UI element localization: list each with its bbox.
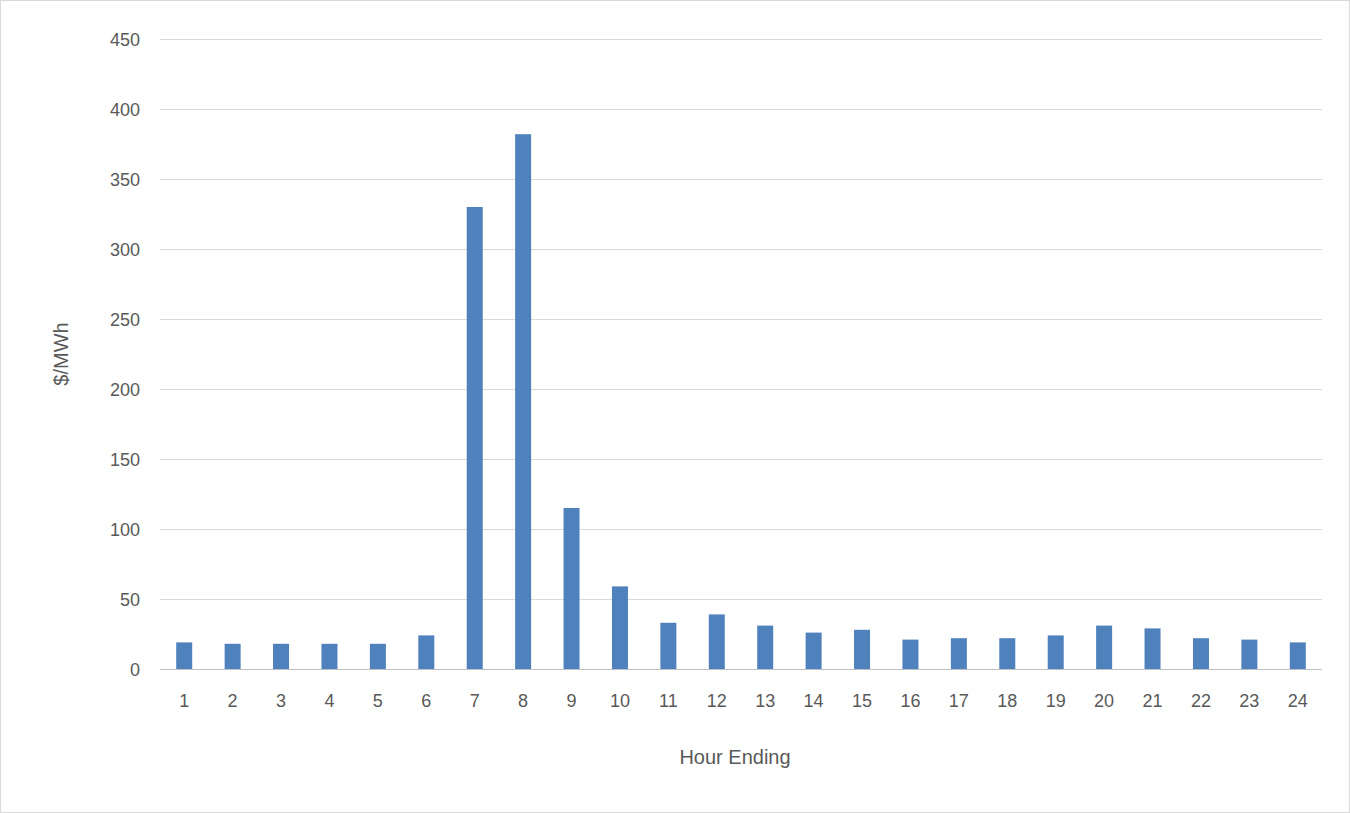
bar [225, 644, 241, 669]
bar [1241, 640, 1257, 669]
grid-line [160, 669, 1322, 670]
x-tick-label: 7 [470, 691, 480, 711]
y-tick-label: 300 [110, 240, 140, 260]
grid-line [160, 319, 1322, 320]
y-tick-label: 200 [110, 380, 140, 400]
x-tick-label: 5 [373, 691, 383, 711]
x-tick-label: 3 [276, 691, 286, 711]
chart-container: 0501001502002503003504004501234567891011… [0, 0, 1350, 813]
bar [1048, 635, 1064, 669]
bar [709, 614, 725, 669]
x-axis-title: Hour Ending [679, 746, 790, 768]
bar [273, 644, 289, 669]
x-tick-label: 6 [421, 691, 431, 711]
bar [1193, 638, 1209, 669]
x-tick-label: 20 [1094, 691, 1114, 711]
grid-line [160, 249, 1322, 250]
x-tick-label: 1 [179, 691, 189, 711]
grid-line [160, 389, 1322, 390]
grid-line [160, 39, 1322, 40]
bar [660, 623, 676, 669]
bar [321, 644, 337, 669]
y-tick-label: 150 [110, 450, 140, 470]
x-tick-label: 19 [1046, 691, 1066, 711]
x-tick-label: 15 [852, 691, 872, 711]
x-tick-label: 8 [518, 691, 528, 711]
grid-line [160, 459, 1322, 460]
grid-line [160, 109, 1322, 110]
bar [370, 644, 386, 669]
bar [757, 626, 773, 669]
bar [951, 638, 967, 669]
chart-border [1, 1, 1350, 813]
bar [1145, 628, 1161, 669]
bar [564, 508, 580, 669]
y-tick-label: 450 [110, 30, 140, 50]
y-tick-label: 100 [110, 520, 140, 540]
x-tick-label: 16 [900, 691, 920, 711]
grid-line [160, 599, 1322, 600]
y-tick-label: 250 [110, 310, 140, 330]
bar [1096, 626, 1112, 669]
bar [467, 207, 483, 669]
bar [854, 630, 870, 669]
x-tick-label: 23 [1239, 691, 1259, 711]
x-tick-label: 24 [1288, 691, 1308, 711]
y-tick-label: 400 [110, 100, 140, 120]
y-tick-label: 0 [130, 660, 140, 680]
grid-line [160, 529, 1322, 530]
x-axis-line [160, 669, 1322, 670]
bar [999, 638, 1015, 669]
x-tick-label: 11 [659, 691, 678, 711]
bars [176, 134, 1306, 669]
x-tick-label: 4 [324, 691, 334, 711]
x-tick-label: 9 [567, 691, 577, 711]
x-tick-label: 22 [1191, 691, 1211, 711]
y-tick-label: 350 [110, 170, 140, 190]
bar [515, 134, 531, 669]
bar [612, 586, 628, 669]
bar [902, 640, 918, 669]
x-tick-label: 2 [228, 691, 238, 711]
x-tick-label: 12 [707, 691, 727, 711]
x-tick-label: 17 [949, 691, 969, 711]
grid-line [160, 179, 1322, 180]
bar [418, 635, 434, 669]
x-tick-label: 10 [610, 691, 630, 711]
y-tick-label: 50 [120, 590, 140, 610]
y-axis-title: $/MWh [50, 322, 72, 385]
bar [176, 642, 192, 669]
bar [1290, 642, 1306, 669]
x-tick-label: 13 [755, 691, 775, 711]
chart-svg: 0501001502002503003504004501234567891011… [0, 0, 1350, 813]
bar [806, 633, 822, 669]
x-tick-label: 21 [1143, 691, 1163, 711]
x-tick-label: 18 [997, 691, 1017, 711]
x-tick-label: 14 [804, 691, 824, 711]
grid [160, 40, 1322, 670]
